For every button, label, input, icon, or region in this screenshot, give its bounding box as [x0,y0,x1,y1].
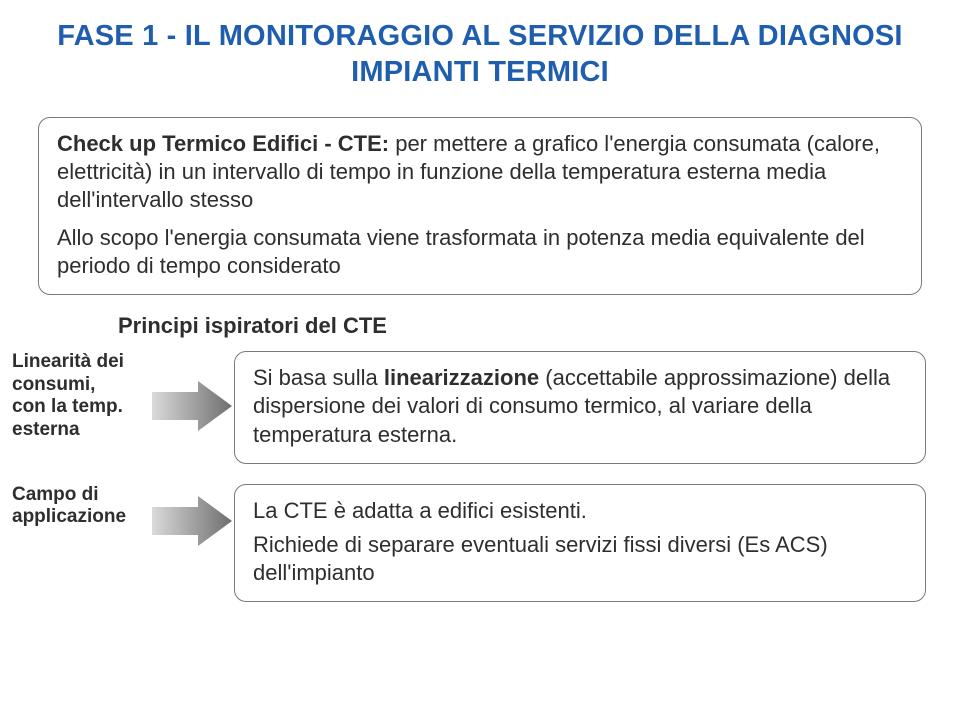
linearity-pre: Si basa sulla [253,365,384,390]
intro-box: Check up Termico Edifici - CTE: per mett… [38,117,922,296]
linearity-bold: linearizzazione [384,365,539,390]
row-application: Campo di applicazione La CTE è adatta a … [34,484,926,602]
page-title: FASE 1 - IL MONITORAGGIO AL SERVIZIO DEL… [34,18,926,91]
arrow-icon [152,494,232,548]
linearity-body: Si basa sulla linearizzazione (accettabi… [253,364,907,448]
application-line2: Richiede di separare eventuali servizi f… [253,532,828,585]
principles-label: Principi ispiratori del CTE [118,313,926,339]
application-line1: La CTE è adatta a edifici esistenti. [253,497,907,525]
intro-line1: Check up Termico Edifici - CTE: per mett… [57,130,903,214]
application-body: La CTE è adatta a edifici esistenti. Ric… [253,497,907,587]
intro-sub: Allo scopo l'energia consumata viene tra… [57,224,903,280]
linearity-box: Si basa sulla linearizzazione (accettabi… [234,351,926,463]
side-label-2: Campo di applicazione [12,484,154,529]
page: FASE 1 - IL MONITORAGGIO AL SERVIZIO DEL… [0,0,960,714]
arrow-icon [152,379,232,433]
row-linearity: Linearità dei consumi, con la temp. este… [34,351,926,463]
application-box: La CTE è adatta a edifici esistenti. Ric… [234,484,926,602]
side-label-1: Linearità dei consumi, con la temp. este… [12,351,154,441]
intro-bold: Check up Termico Edifici - CTE: [57,131,395,156]
